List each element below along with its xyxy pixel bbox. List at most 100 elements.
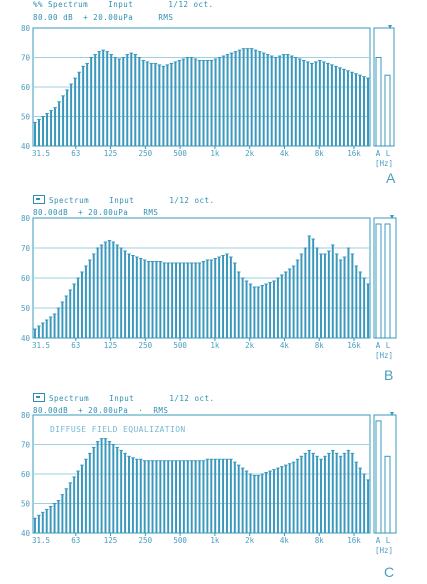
x-tick-label: A — [376, 149, 381, 158]
spectrum-bar — [94, 54, 97, 146]
x-tick-label: A — [376, 341, 381, 350]
panel-b-header-line2: 80.00dB + 20.00uPa RMS — [33, 208, 159, 217]
spectrum-bar — [214, 459, 217, 533]
spectrum-bar — [190, 263, 193, 338]
level-meter-bar — [375, 223, 382, 339]
y-tick-label: 50 — [21, 113, 31, 122]
y-tick-label: 40 — [21, 529, 31, 538]
spectrum-bar — [296, 260, 299, 338]
spectrum-bar — [367, 284, 370, 338]
spectrum-bar — [58, 101, 61, 146]
spectrum-bar — [282, 54, 285, 146]
spectrum-window-icon — [33, 195, 45, 204]
spectrum-bar — [118, 58, 121, 146]
spectrum-bar — [292, 266, 295, 338]
spectrum-bar — [155, 261, 158, 338]
spectrum-bar — [142, 60, 145, 147]
spectrum-bar — [65, 488, 68, 533]
spectrum-bar — [139, 459, 142, 533]
spectrum-bar — [186, 263, 189, 338]
marker-icon — [390, 412, 394, 416]
spectrum-bar — [229, 459, 232, 533]
spectrum-bar — [61, 494, 64, 533]
spectrum-bar — [242, 48, 245, 146]
x-unit-label: [Hz] — [375, 159, 393, 168]
panel-c-header-line2: 80.00dB + 20.00uPa · RMS — [33, 406, 169, 415]
spectrum-bar — [312, 239, 315, 338]
x-tick-label: 2k — [245, 149, 255, 158]
spectrum-bar — [37, 515, 40, 533]
spectrum-bar — [249, 284, 252, 338]
spectrum-bar — [270, 56, 273, 146]
spectrum-bar — [286, 54, 289, 146]
spectrum-bar — [78, 72, 81, 146]
spectrum-bar — [304, 453, 307, 533]
spectrum-bar — [112, 444, 115, 533]
spectrum-bar — [163, 460, 166, 533]
spectrum-bar — [202, 60, 205, 147]
x-tick-label: 8k — [315, 536, 325, 545]
spectrum-bar — [92, 254, 95, 338]
panel-a-header-line2: 80.00 dB + 20.00uPa RMS — [33, 13, 174, 22]
spectrum-bar — [222, 459, 225, 533]
spectrum-bar — [278, 56, 281, 146]
x-tick-label: 250 — [139, 149, 153, 158]
spectrum-bar — [167, 263, 170, 338]
spectrum-bar — [114, 57, 117, 146]
spectrum-bar — [90, 57, 93, 146]
spectrum-bar — [70, 84, 73, 146]
y-tick-label: 40 — [21, 334, 31, 343]
spectrum-bar — [338, 67, 341, 146]
spectrum-bar — [258, 51, 261, 146]
spectrum-bar — [154, 63, 157, 146]
spectrum-bar — [124, 251, 127, 338]
spectrum-bar — [49, 317, 52, 338]
spectrum-bar — [151, 460, 154, 533]
spectrum-bar — [306, 61, 309, 146]
spectrum-bar — [310, 63, 313, 146]
spectrum-bar — [174, 61, 177, 146]
spectrum-bar — [69, 482, 72, 533]
level-meter-bar — [384, 223, 391, 339]
spectrum-bar — [331, 450, 334, 533]
spectrum-bar — [171, 460, 174, 533]
x-tick-label: L — [386, 341, 391, 350]
y-tick-label: 80 — [21, 24, 31, 33]
spectrum-bar — [218, 459, 221, 533]
panel-c-annotation: DIFFUSE FIELD EQUALIZATION — [50, 425, 186, 434]
panel-b-header-line1: Spectrum Input 1/12 oct. — [33, 195, 215, 205]
spectrum-bar — [334, 66, 337, 146]
spectrum-bar — [194, 460, 197, 533]
spectrum-bar — [363, 278, 366, 338]
spectrum-bar — [312, 453, 315, 533]
spectrum-bar — [238, 50, 241, 146]
spectrum-bar — [327, 251, 330, 338]
spectrum-bar — [304, 248, 307, 338]
spectrum-bar — [245, 471, 248, 533]
spectrum-bar — [355, 266, 358, 338]
spectrum-bar — [274, 57, 277, 146]
spectrum-bar — [226, 54, 229, 146]
spectrum-bar — [230, 53, 233, 147]
spectrum-bar — [284, 465, 287, 533]
spectrum-bar — [273, 281, 275, 338]
spectrum-bar — [335, 254, 338, 338]
x-tick-label: 31.5 — [32, 149, 50, 158]
spectrum-bar — [362, 76, 365, 146]
spectrum-bar — [65, 296, 68, 338]
spectrum-bar — [186, 57, 189, 146]
spectrum-bar — [280, 466, 283, 533]
spectrum-bar — [73, 476, 76, 533]
spectrum-bar — [53, 314, 56, 338]
spectrum-bar — [53, 503, 56, 533]
spectrum-bar — [146, 61, 149, 146]
spectrum-bar — [96, 248, 99, 338]
spectrum-bar — [170, 63, 173, 146]
spectrum-bar — [194, 263, 197, 338]
spectrum-bar — [210, 260, 213, 338]
spectrum-bar — [210, 60, 213, 147]
marker-icon — [390, 215, 394, 219]
x-tick-label: 250 — [139, 536, 153, 545]
spectrum-bar — [198, 263, 201, 338]
x-tick-label: 250 — [139, 341, 153, 350]
